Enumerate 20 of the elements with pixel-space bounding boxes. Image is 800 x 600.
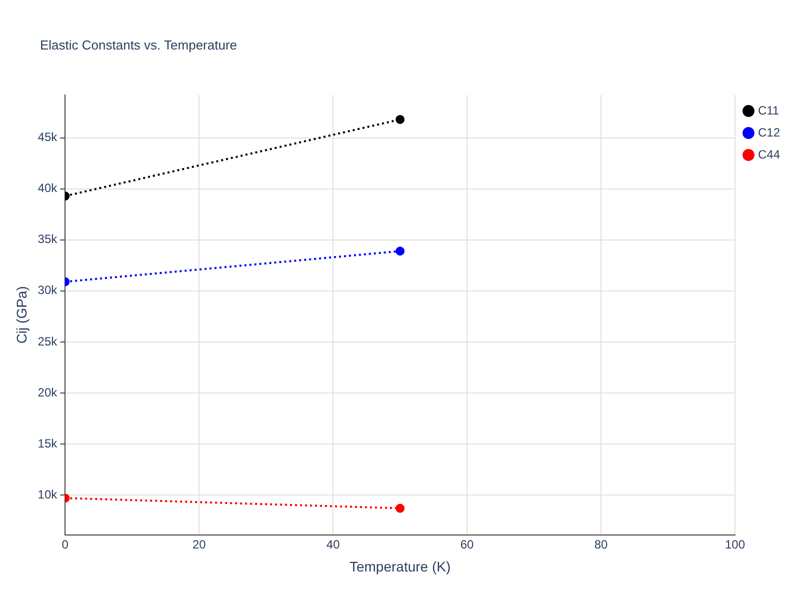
- x-tick-label: 80: [594, 537, 608, 552]
- legend-label: C12: [758, 125, 780, 140]
- legend-label: C11: [758, 103, 780, 118]
- legend-label: C44: [758, 147, 780, 162]
- chart-title: Elastic Constants vs. Temperature: [40, 38, 238, 53]
- x-tick-label: 40: [326, 537, 340, 552]
- x-tick-label: 0: [62, 537, 69, 552]
- y-tick-label: 30k: [38, 283, 58, 298]
- y-tick-label: 15k: [38, 436, 58, 450]
- y-tick-label: 10k: [38, 487, 58, 502]
- x-tick-label: 20: [192, 537, 206, 552]
- x-tick-label: 60: [460, 537, 474, 552]
- y-tick-label: 25k: [38, 334, 58, 348]
- y-tick-label: 40k: [38, 181, 58, 196]
- y-tick-label: 20k: [38, 385, 58, 400]
- y-tick-label: 45k: [38, 130, 58, 144]
- x-tick-label: 100: [724, 537, 746, 552]
- x-axis-title: Temperature (K): [349, 558, 451, 574]
- y-tick-label: 35k: [38, 232, 58, 246]
- y-axis-title: Cij (GPa): [13, 286, 30, 344]
